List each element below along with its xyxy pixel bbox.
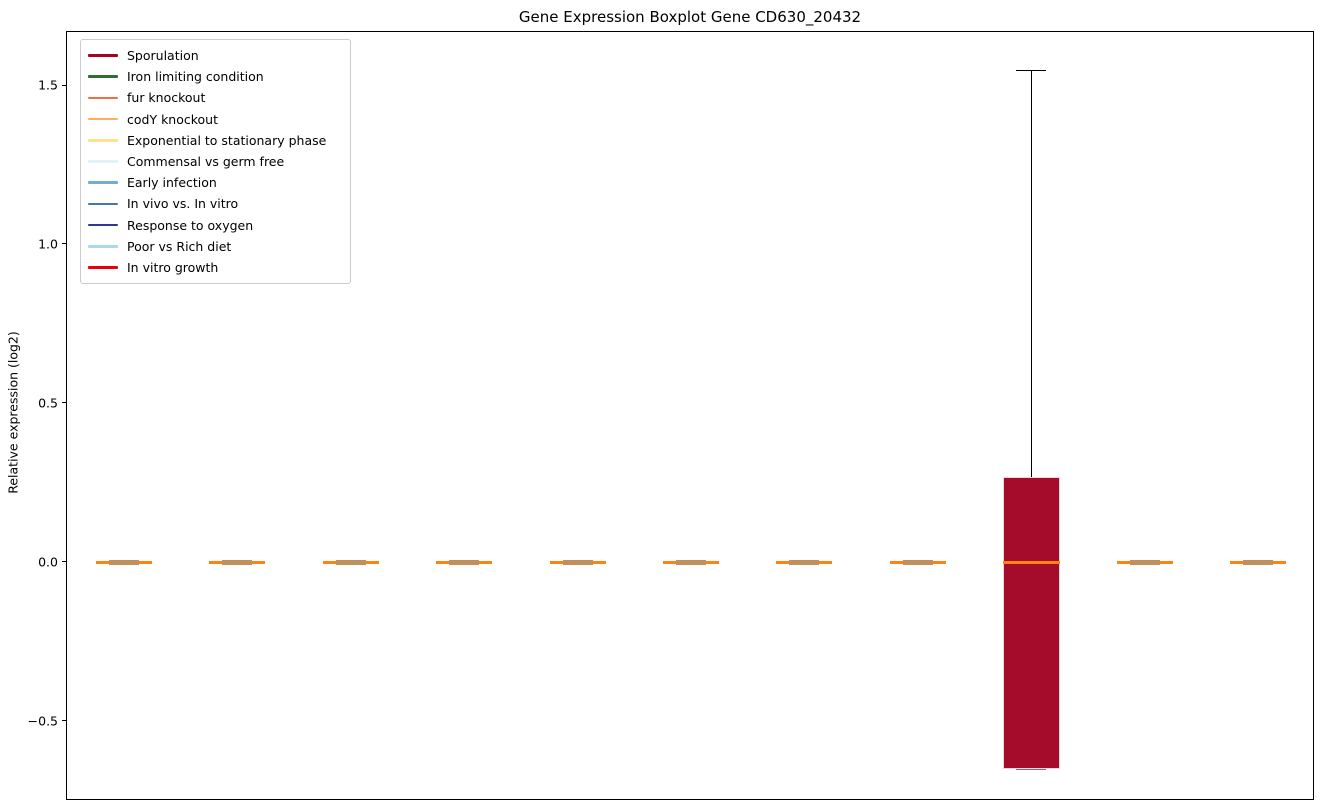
- boxplot-flat-cap-band: [222, 560, 253, 566]
- boxplot-flat-cap-band: [562, 560, 593, 566]
- legend-label: In vivo vs. In vitro: [127, 196, 239, 212]
- boxplot-whisker-cap-bottom: [1016, 768, 1047, 770]
- legend-row: fur knockout: [88, 87, 343, 108]
- boxplot-flat-cap-band: [1129, 560, 1160, 566]
- legend-color-line: [88, 181, 118, 185]
- legend-label: In vitro growth: [127, 259, 219, 275]
- y-tick-label: −0.5: [27, 713, 58, 729]
- legend-color-line: [88, 202, 118, 206]
- legend-color-line: [88, 266, 118, 269]
- legend-label: Commensal vs germ free: [127, 154, 285, 170]
- legend-color-line: [88, 54, 118, 57]
- boxplot-flat-cap-band: [449, 560, 480, 566]
- legend-color-line: [88, 117, 118, 121]
- legend-label: Exponential to stationary phase: [127, 132, 327, 148]
- boxplot-whisker: [1030, 70, 1032, 477]
- y-tick-label: 0.5: [38, 395, 58, 411]
- y-tick-label: 0.0: [38, 554, 58, 570]
- boxplot-flat-cap-band: [335, 560, 366, 566]
- legend-label: Response to oxygen: [127, 217, 254, 233]
- y-tick-label: 1.0: [38, 236, 58, 252]
- y-tick-mark: [62, 243, 66, 245]
- boxplot-flat-cap-band: [1243, 560, 1274, 566]
- y-tick-mark: [62, 561, 66, 563]
- legend-row: Sporulation: [88, 45, 343, 66]
- legend-label: codY knockout: [127, 111, 219, 127]
- legend-label: Early infection: [127, 175, 217, 191]
- boxplot-whisker-cap-top: [1016, 69, 1047, 71]
- boxplot-flat-cap-band: [108, 560, 139, 566]
- boxplot-flat-cap-band: [789, 560, 820, 566]
- legend-color-line: [88, 244, 118, 248]
- legend-color-line: [88, 96, 118, 100]
- legend-row: codY knockout: [88, 109, 343, 130]
- legend-label: Poor vs Rich diet: [127, 238, 232, 254]
- legend-row: Early infection: [88, 172, 343, 193]
- legend-label: Iron limiting condition: [127, 69, 264, 85]
- legend-label: Sporulation: [127, 48, 199, 64]
- legend: Sporulation Iron limiting condition fur kn…: [80, 39, 351, 285]
- y-tick-mark: [62, 84, 66, 86]
- y-tick-label: 1.5: [38, 77, 58, 93]
- y-tick-mark: [62, 720, 66, 722]
- legend-row: In vivo vs. In vitro: [88, 193, 343, 214]
- legend-row: Iron limiting condition: [88, 66, 343, 87]
- y-axis-label: Relative expression (log2): [5, 331, 21, 494]
- legend-color-line: [88, 75, 118, 79]
- boxplot-flat-cap-band: [676, 560, 706, 566]
- legend-color-line: [88, 139, 118, 142]
- legend-color-line: [88, 160, 118, 163]
- chart-title: Gene Expression Boxplot Gene CD630_20432: [518, 8, 862, 26]
- boxplot-box: [1002, 476, 1060, 770]
- legend-row: Commensal vs germ free: [88, 151, 343, 172]
- legend-row: In vitro growth: [88, 257, 343, 278]
- boxplot-flat-cap-band: [902, 560, 933, 566]
- legend-color-line: [88, 223, 118, 227]
- legend-row: Exponential to stationary phase: [88, 130, 343, 151]
- boxplot-median: [1002, 561, 1060, 564]
- y-tick-mark: [62, 402, 66, 404]
- legend-row: Response to oxygen: [88, 215, 343, 236]
- legend-row: Poor vs Rich diet: [88, 236, 343, 257]
- legend-label: fur knockout: [127, 90, 206, 106]
